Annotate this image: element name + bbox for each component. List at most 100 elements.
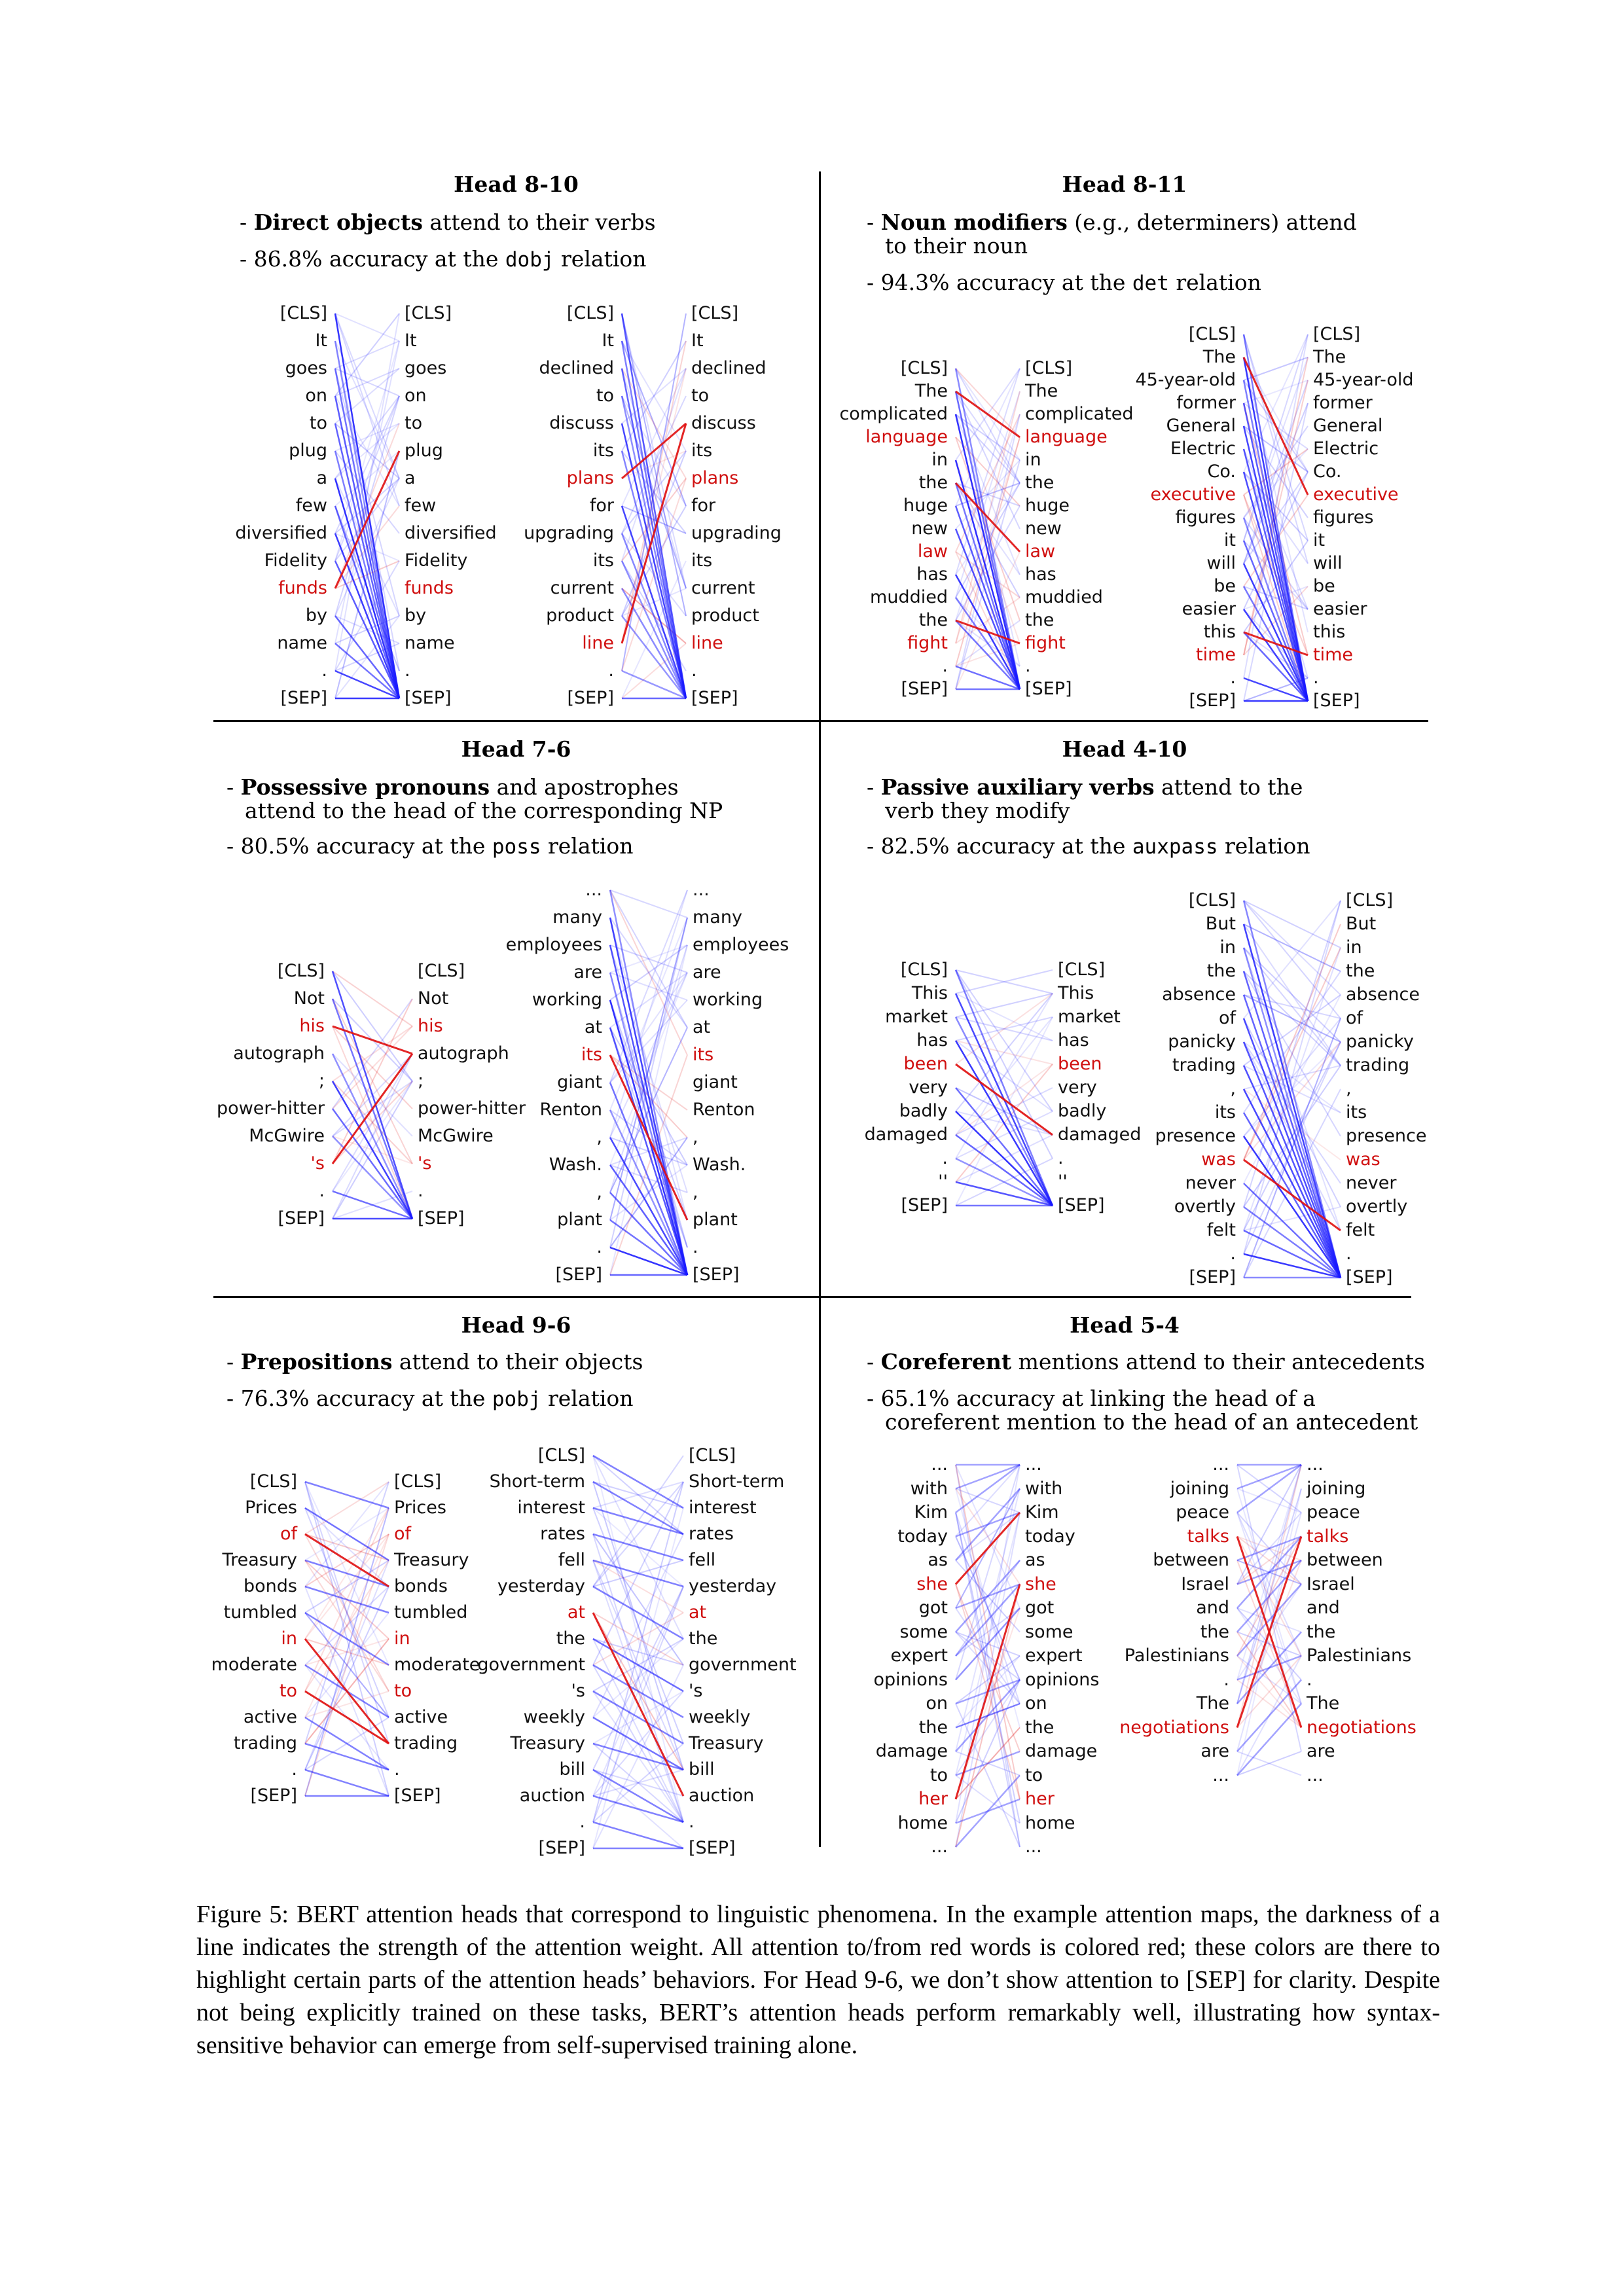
token-right: law — [1025, 541, 1056, 562]
token-left: it — [1223, 530, 1236, 550]
attention-line-to-sep — [955, 665, 1020, 691]
token-right: Kim — [1025, 1502, 1059, 1522]
attention-line-faint — [955, 1607, 1020, 1704]
attention-line-faint — [609, 917, 688, 1248]
token-left: new — [911, 518, 948, 539]
attention-line-faint — [955, 482, 1020, 507]
attention-line-to-sep — [609, 1027, 689, 1276]
token-right: . — [418, 1181, 424, 1201]
attention-line-faint — [955, 1488, 1020, 1585]
attention-line-highlight — [1236, 1536, 1303, 1728]
attention-line-faint — [334, 450, 400, 699]
token-left: Prices — [245, 1498, 297, 1518]
attention-lines — [334, 313, 401, 700]
token-left: plant — [557, 1210, 602, 1230]
token-right: of — [1346, 1008, 1363, 1028]
token-right: on — [405, 386, 427, 406]
attention-line-faint — [1243, 971, 1341, 1137]
token-left: to — [596, 386, 614, 406]
attention-line-faint — [955, 482, 1020, 507]
token-right: [CLS] — [1313, 324, 1361, 344]
attention-line-highlight — [621, 423, 687, 644]
attention-line-faint — [1236, 1535, 1302, 1585]
attention-line-strong — [592, 1585, 684, 1640]
attention-line-faint — [955, 1464, 1020, 1800]
bullet-relation: - Passive auxiliary verbs attend to the v… — [867, 774, 1303, 823]
attention-line-faint — [955, 1584, 1020, 1848]
token-right: product — [691, 605, 759, 626]
token-right: [SEP] — [1025, 679, 1072, 699]
token-right: . — [691, 660, 697, 681]
token-right: giant — [693, 1072, 738, 1092]
attention-line-highlight — [954, 1511, 1021, 1585]
token-left: [CLS] — [280, 303, 327, 323]
attention-line-faint — [1236, 1751, 1302, 1776]
attention-line-faint — [955, 1584, 1020, 1752]
attention-line-faint — [334, 423, 400, 479]
attention-line-highlight — [1243, 631, 1308, 656]
attention-line-faint — [621, 368, 687, 562]
token-right: [SEP] — [1313, 691, 1360, 711]
attention-line-faint — [334, 395, 400, 534]
attention-line-faint — [955, 1488, 1020, 1728]
panel-head-8-10: Head 8-10 - Direct objects attend to the… — [213, 157, 819, 720]
token-left: has — [916, 564, 948, 584]
attention-line-faint — [609, 944, 688, 1193]
attention-line-to-sep — [1242, 1018, 1342, 1278]
attention-lines — [621, 313, 687, 700]
token-right: [CLS] — [689, 1445, 736, 1465]
attention-line-faint — [304, 1638, 389, 1666]
token-right: overtly — [1346, 1196, 1408, 1217]
token-right: Electric — [1313, 439, 1379, 459]
token-right: [SEP] — [405, 688, 452, 708]
attention-line-faint — [1236, 1488, 1302, 1513]
attention-line-faint — [955, 1464, 1020, 1848]
attention-line-strong — [955, 1750, 1020, 1776]
attention-line-faint — [334, 313, 400, 479]
token-right: This — [1058, 983, 1094, 1003]
attention-line-faint — [621, 313, 687, 617]
attention-line-to-sep — [1242, 947, 1342, 1278]
attention-line-faint — [1236, 1560, 1302, 1585]
token-right: employees — [693, 935, 789, 955]
token-left: never — [1185, 1173, 1236, 1193]
attention-line-faint — [1243, 994, 1341, 1066]
token-left: [SEP] — [567, 688, 614, 708]
bullet-accuracy: - 65.1% accuracy at linking the head of … — [867, 1386, 1418, 1435]
attention-line-faint — [609, 944, 688, 1193]
attention-line-to-sep — [1242, 994, 1342, 1278]
attention-line-faint — [1236, 1535, 1302, 1585]
attention-line-strong — [304, 1559, 389, 1588]
token-right: But — [1346, 914, 1377, 934]
attention-line-faint — [332, 971, 413, 1082]
token-left: few — [295, 495, 327, 516]
token-right: today — [1025, 1526, 1075, 1547]
token-right: [SEP] — [691, 688, 738, 708]
token-right: his — [418, 1016, 443, 1036]
attention-line-faint — [955, 1512, 1020, 1848]
token-left: the — [918, 1717, 948, 1738]
token-right: [CLS] — [1058, 960, 1106, 980]
attention-line-faint — [1236, 1560, 1302, 1728]
token-left: overtly — [1174, 1196, 1236, 1217]
attention-line-to-sep — [954, 505, 1021, 690]
token-right: complicated — [1025, 404, 1134, 424]
attention-line-to-sep — [955, 1157, 1053, 1207]
token-right: current — [691, 578, 755, 598]
token-right: to — [691, 386, 710, 406]
attention-line-faint — [1243, 900, 1341, 948]
attention-line-faint — [609, 889, 688, 1138]
attention-line-to-sep — [609, 917, 689, 1276]
attention-line-to-sep — [1242, 924, 1342, 1278]
attention-line-to-sep — [609, 1109, 689, 1276]
horizontal-divider-2 — [213, 1296, 1411, 1298]
attention-line-faint — [955, 368, 1020, 507]
attention-line-faint — [592, 1534, 684, 1666]
attention-line-faint — [1236, 1464, 1302, 1680]
token-right: its — [693, 1045, 714, 1065]
token-right: discuss — [691, 413, 756, 433]
token-left: , — [596, 1182, 602, 1202]
attention-lines — [304, 1480, 390, 1797]
token-left: [SEP] — [901, 679, 948, 699]
token-right: , — [1346, 1079, 1352, 1099]
